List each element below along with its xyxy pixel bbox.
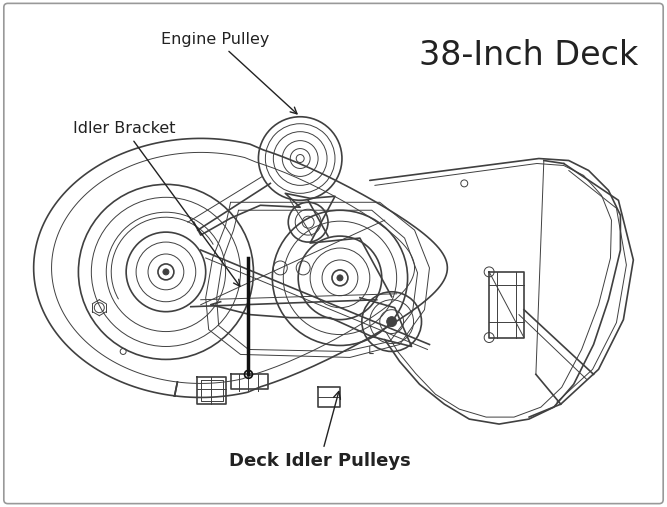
Text: 38-Inch Deck: 38-Inch Deck: [419, 39, 638, 72]
Circle shape: [387, 317, 397, 327]
Text: └: └: [366, 348, 374, 361]
Text: Engine Pulley: Engine Pulley: [161, 31, 297, 114]
Text: Idler Bracket: Idler Bracket: [73, 121, 240, 286]
Text: Deck Idler Pulleys: Deck Idler Pulleys: [229, 391, 411, 470]
Circle shape: [337, 275, 343, 281]
FancyBboxPatch shape: [4, 4, 663, 503]
Circle shape: [163, 269, 169, 275]
